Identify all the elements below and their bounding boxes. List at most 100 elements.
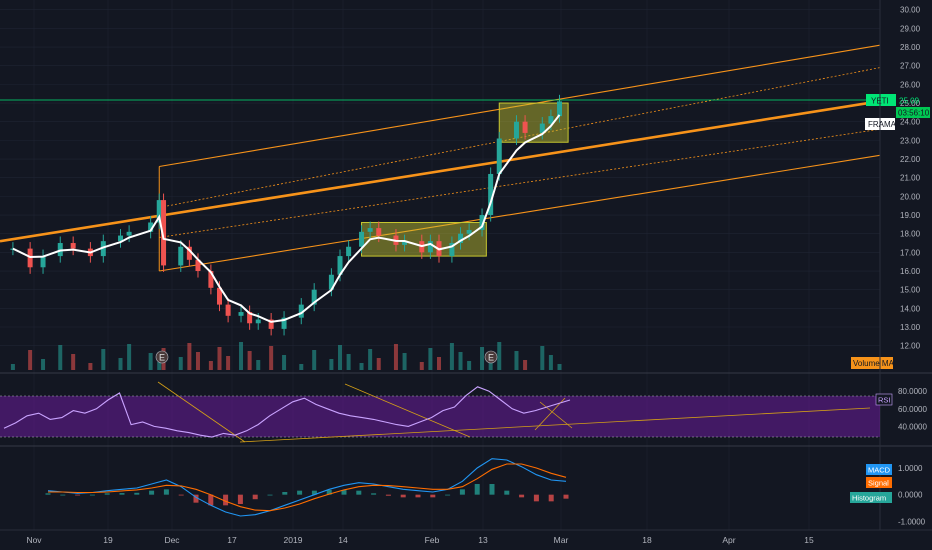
histogram-bar (208, 494, 214, 506)
price-tick-label: 29.00 (900, 24, 921, 33)
volume-bar (178, 357, 183, 370)
earnings-marker-dec[interactable]: E (155, 350, 169, 364)
histogram-bar (193, 494, 199, 503)
price-tick-label: 13.00 (900, 323, 921, 332)
volume-bar (312, 350, 317, 370)
histogram-bar (474, 484, 480, 495)
volume-ma-tag (851, 357, 893, 369)
volume-bar (157, 362, 162, 370)
volume-bar (148, 353, 153, 370)
time-tick-label: 15 (804, 535, 814, 545)
signal-line (48, 463, 567, 512)
candle-body (186, 246, 192, 260)
earnings-label: E (488, 353, 494, 363)
candle-body (328, 274, 334, 290)
histogram-bar (237, 494, 243, 504)
price-tick-label: 26.00 (900, 80, 921, 89)
volume-bar (467, 361, 472, 370)
trend-channel (0, 44, 881, 272)
time-tick-label: Dec (164, 535, 180, 545)
signal-label: Signal (868, 479, 889, 488)
macd-tick-label: -1.0000 (898, 517, 926, 526)
candle-body (496, 138, 502, 174)
time-tick-label: Nov (26, 535, 42, 545)
volume-bar (58, 345, 63, 370)
candle-body (557, 101, 563, 117)
channel-line (159, 44, 881, 168)
macd-label: MACD (868, 466, 891, 475)
histogram-bar (445, 494, 451, 496)
histogram-bar (297, 490, 303, 495)
histogram-bar (149, 490, 155, 495)
time-tick-label: 2019 (284, 535, 303, 545)
volume-bar (548, 355, 553, 370)
candle-body (522, 121, 528, 133)
price-tick-label: 28.00 (900, 43, 921, 52)
volume-bar (540, 346, 545, 370)
signal-tag (866, 477, 892, 488)
candle-body (238, 312, 244, 316)
histogram-bar (252, 494, 258, 500)
candle-body (126, 231, 132, 236)
price-axis[interactable]: 30.00 29.00 28.00 27.00 26.00 25.00 24.00 23.00… (900, 6, 921, 351)
histogram-bar (267, 494, 273, 496)
histogram-bar (356, 490, 362, 495)
candle-body (311, 289, 317, 305)
price-tick-label: 17.00 (900, 248, 921, 257)
candle-body (427, 241, 433, 253)
rsi-tick-label: 40.0000 (898, 422, 927, 431)
volume-bar (127, 344, 132, 370)
histogram-bar (341, 490, 347, 495)
time-axis[interactable]: Nov 19 Dec 17 2019 14 Feb 13 Mar 18 Apr 15 (26, 535, 814, 545)
candle-body (268, 319, 274, 329)
price-tick-label: 21.00 (900, 174, 921, 183)
time-tick-label: 19 (103, 535, 113, 545)
volume-bar (346, 354, 351, 370)
candle-body (359, 231, 365, 247)
highlight-boxes (361, 102, 569, 257)
price-tick-label: 18.00 (900, 230, 921, 239)
candlesticks[interactable] (10, 94, 563, 336)
candle-body (346, 246, 352, 257)
histogram-label: Histogram (852, 494, 886, 503)
candle-body (402, 241, 408, 245)
rsi-axis: 80.0000 60.0000 40.0000 (898, 387, 927, 431)
volume-bar (376, 358, 381, 370)
channel-line (0, 99, 881, 243)
histogram-bar (459, 489, 465, 495)
price-tick-label: 20.00 (900, 192, 921, 201)
candle-body (225, 304, 231, 316)
price-tick-label: 15.00 (900, 286, 921, 295)
candle-body (217, 287, 222, 305)
volume-bar (88, 363, 93, 370)
histogram-bar (282, 492, 288, 495)
histogram-bar (563, 494, 569, 499)
histogram-bar (178, 494, 184, 496)
volume-bar (247, 351, 252, 370)
price-tick-label: 24.00 (900, 118, 921, 127)
volume-bar (299, 364, 304, 370)
histogram-bar (119, 493, 125, 495)
time-tick-label: 17 (227, 535, 237, 545)
earnings-marker-feb[interactable]: E (484, 350, 498, 364)
candle-body (281, 317, 287, 329)
macd-tag (866, 464, 892, 475)
macd-tick-label: 0.0000 (898, 491, 923, 500)
histogram-bar (415, 494, 421, 498)
time-tick-label: 13 (478, 535, 488, 545)
candle-body (458, 233, 464, 244)
rsi-label: RSI (878, 396, 891, 405)
candle-body (70, 243, 76, 249)
volume-bar (557, 364, 562, 370)
macd-histogram (45, 484, 569, 506)
volume-bar (282, 355, 287, 370)
candle-body (255, 319, 261, 324)
volume-bar (449, 343, 454, 370)
volume-ma-label: Volume MA (853, 359, 895, 368)
time-tick-label: Apr (722, 535, 735, 545)
candle-body (466, 229, 472, 234)
time-tick-label: Feb (425, 535, 440, 545)
volume-bar (239, 342, 244, 370)
